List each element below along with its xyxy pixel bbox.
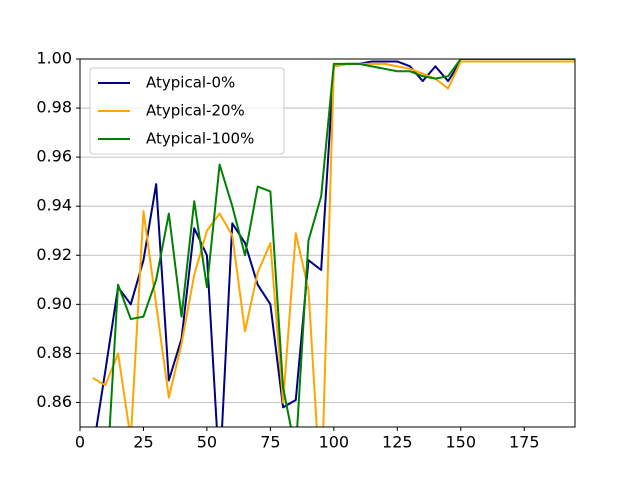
- x-tick-label: 25: [133, 433, 153, 452]
- x-tick-label: 75: [260, 433, 280, 452]
- plot-frame: [79, 58, 576, 428]
- y-tick-label: 0.88: [36, 343, 72, 362]
- x-tick-label: 50: [197, 433, 217, 452]
- legend-label: Atypical-100%: [146, 130, 254, 148]
- y-tick-label: 0.94: [36, 196, 72, 215]
- plot-lines: [92, 59, 575, 427]
- x-tick-label: 150: [445, 433, 476, 452]
- x-tick-label: 175: [509, 433, 540, 452]
- x-tick-label: 125: [382, 433, 413, 452]
- y-tick-label: 0.86: [36, 392, 72, 411]
- y-tick-label: 0.98: [36, 98, 72, 117]
- y-tick-label: 0.92: [36, 245, 72, 264]
- y-tick-label: 0.96: [36, 147, 72, 166]
- y-tick-label: 1.00: [36, 49, 72, 68]
- legend-box: [89, 67, 285, 155]
- y-tick-label: 0.90: [36, 294, 72, 313]
- legend-label: Atypical-0%: [146, 74, 235, 92]
- x-tick-label: 100: [319, 433, 350, 452]
- x-tick-label: 0: [75, 433, 85, 452]
- legend-label: Atypical-20%: [146, 102, 245, 120]
- series-line: [108, 59, 575, 427]
